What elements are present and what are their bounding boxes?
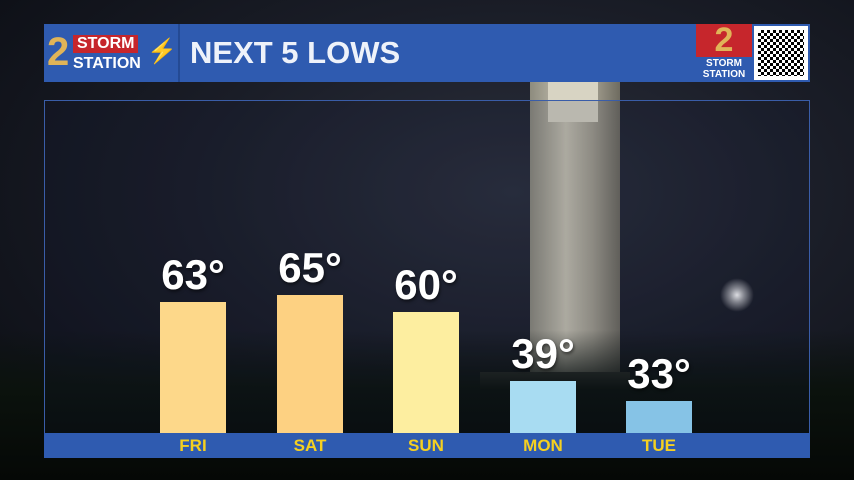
page-title: NEXT 5 LOWS xyxy=(190,35,401,70)
day-label: SUN xyxy=(408,436,444,455)
street-lamp xyxy=(720,278,754,312)
value-label: 60° xyxy=(394,260,458,308)
lightning-bolt-icon: ⚡ xyxy=(147,38,177,65)
day-label: MON xyxy=(523,436,563,455)
value-label: 65° xyxy=(278,244,342,292)
brand-text: STORM STATION xyxy=(696,57,752,82)
logo-storm: STORM xyxy=(73,35,139,53)
day-label-band xyxy=(44,433,810,458)
value-label: 33° xyxy=(627,349,691,397)
header-bar: 2 STORM STATION ⚡ NEXT 5 LOWS 2 STORM STA… xyxy=(44,24,810,82)
storm-station-logo: 2 STORM STATION ⚡ xyxy=(44,24,180,82)
value-label: 39° xyxy=(511,330,575,378)
qr-code-icon[interactable] xyxy=(754,26,808,80)
day-label: SAT xyxy=(293,436,327,455)
logo-2: 2 xyxy=(47,30,70,74)
day-label: FRI xyxy=(179,436,207,455)
brand-logo: 2 STORM STATION xyxy=(696,24,752,82)
bar-sun xyxy=(393,311,459,433)
bar-sat xyxy=(277,295,343,433)
brand-2: 2 xyxy=(714,24,734,59)
bar-tue xyxy=(626,400,692,433)
day-label: TUE xyxy=(642,436,676,455)
bar-mon xyxy=(510,381,576,433)
logo-station: STATION xyxy=(73,55,141,72)
bar-fri xyxy=(160,301,226,433)
capitol-tower-top xyxy=(548,82,598,122)
value-label: 63° xyxy=(161,250,225,298)
